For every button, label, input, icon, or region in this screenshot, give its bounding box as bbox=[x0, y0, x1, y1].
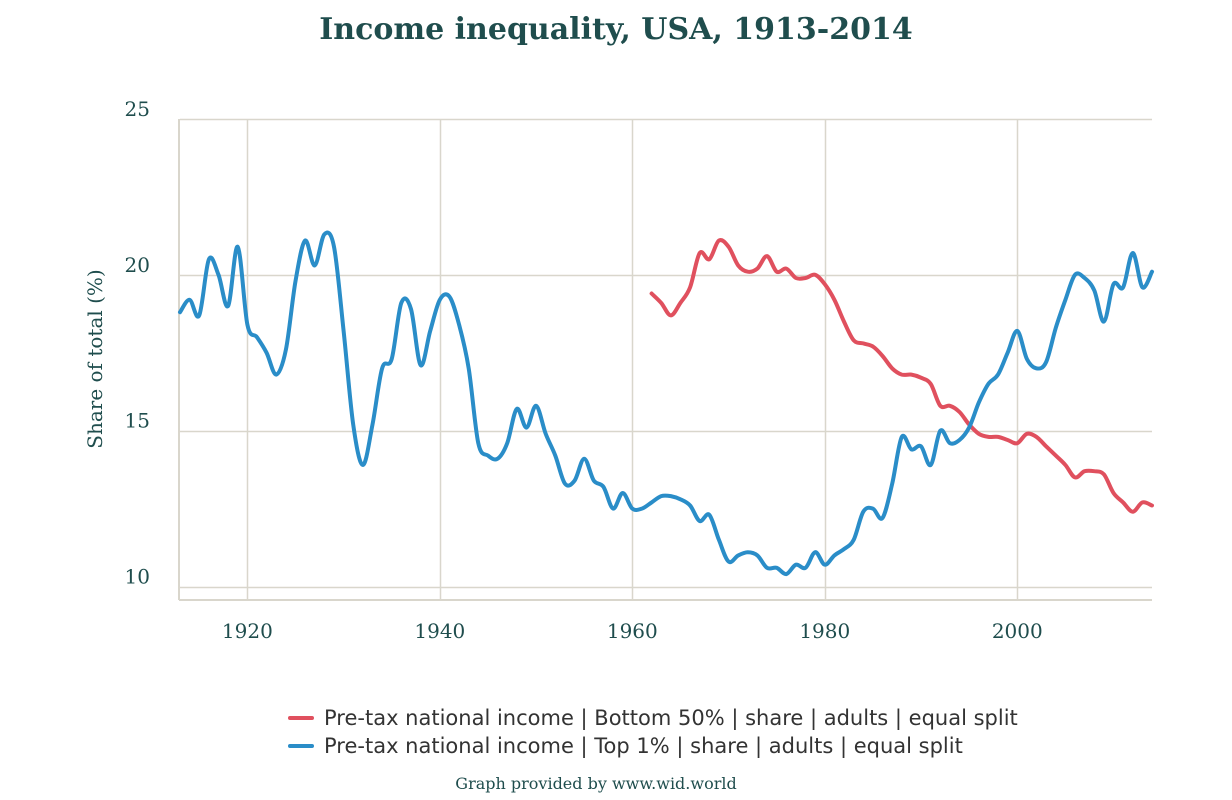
y-tick-label-15: 15 bbox=[125, 409, 150, 433]
series-line-top-1[interactable] bbox=[178, 230, 1154, 577]
x-tick-label-1960: 1960 bbox=[607, 619, 658, 643]
series-line-bottom-50[interactable] bbox=[649, 238, 1154, 514]
x-tick-label-1980: 1980 bbox=[799, 619, 850, 643]
y-tick-label-25: 25 bbox=[125, 97, 150, 121]
x-tick-label-1940: 1940 bbox=[414, 619, 465, 643]
legend-label-top-1: Pre-tax national income | Top 1% | share… bbox=[324, 734, 963, 758]
legend-item-top-1[interactable]: Pre-tax national income | Top 1% | share… bbox=[288, 732, 1018, 760]
line-chart: 10 15 20 25 1920 1940 1960 1980 2000 Share of to… bbox=[83, 97, 1154, 643]
legend-label-bottom-50: Pre-tax national income | Bottom 50% | s… bbox=[324, 706, 1018, 730]
credit-text[interactable]: Graph provided by www.wid.world bbox=[455, 774, 737, 793]
y-tick-label-10: 10 bbox=[125, 565, 150, 589]
chart-title: Income inequality, USA, 1913-2014 bbox=[319, 12, 913, 47]
y-axis-label: Share of total (%) bbox=[83, 269, 107, 448]
x-tick-label-2000: 2000 bbox=[992, 619, 1043, 643]
x-tick-label-1920: 1920 bbox=[222, 619, 273, 643]
legend-swatch-top-1 bbox=[288, 744, 314, 748]
tick-labels: 10 15 20 25 1920 1940 1960 1980 2000 bbox=[125, 97, 1043, 643]
y-tick-label-20: 20 bbox=[125, 253, 150, 277]
legend-item-bottom-50[interactable]: Pre-tax national income | Bottom 50% | s… bbox=[288, 704, 1018, 732]
legend-swatch-bottom-50 bbox=[288, 716, 314, 720]
series-lines bbox=[178, 230, 1154, 577]
legend: Pre-tax national income | Bottom 50% | s… bbox=[288, 704, 1018, 760]
grid-lines bbox=[178, 118, 1152, 601]
